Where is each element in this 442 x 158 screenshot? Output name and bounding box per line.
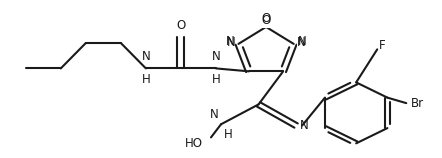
Text: H: H: [141, 73, 150, 86]
Text: N: N: [226, 35, 234, 48]
Text: O: O: [261, 12, 271, 25]
Text: N: N: [227, 36, 236, 49]
Text: Br: Br: [411, 97, 424, 110]
Text: N: N: [300, 119, 309, 132]
Text: O: O: [261, 14, 271, 27]
Text: O: O: [176, 19, 186, 32]
Text: H: H: [224, 128, 232, 141]
Text: N: N: [212, 50, 221, 63]
Text: N: N: [141, 50, 150, 63]
Text: H: H: [212, 73, 221, 86]
Text: HO: HO: [184, 137, 202, 150]
Text: F: F: [379, 39, 385, 52]
Text: N: N: [298, 35, 306, 48]
Text: N: N: [297, 36, 305, 49]
Text: N: N: [210, 108, 218, 121]
